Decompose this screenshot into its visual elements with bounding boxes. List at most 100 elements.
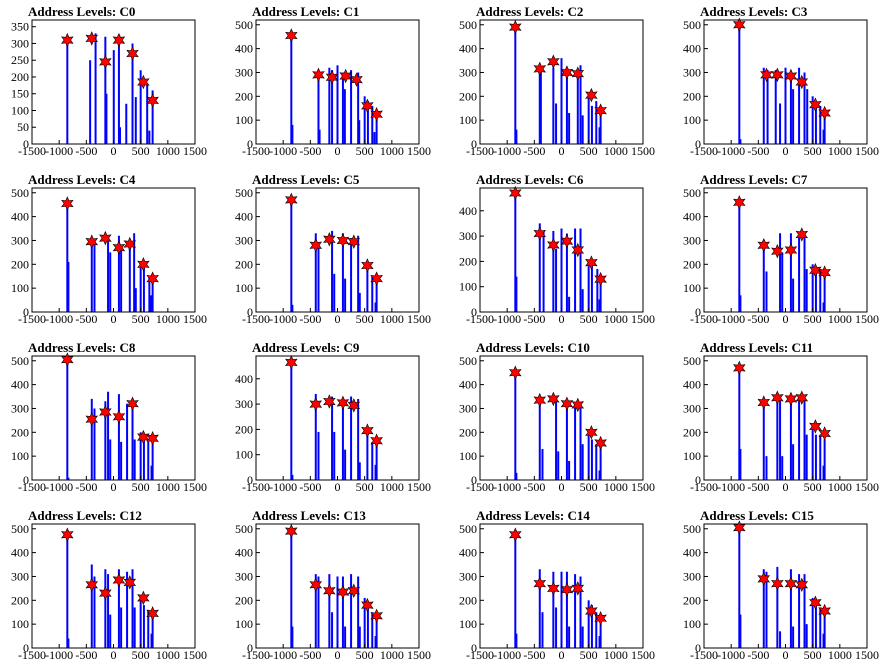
x-tick-label: 1500 xyxy=(407,312,431,326)
peak-star-marker xyxy=(560,65,574,80)
peak-star-marker xyxy=(347,234,361,249)
y-tick-label: 200 xyxy=(459,593,477,607)
y-tick-label: 400 xyxy=(683,210,701,224)
peak-star-marker xyxy=(818,603,831,619)
peak-star-marker xyxy=(547,581,560,596)
y-tick-label: 300 xyxy=(235,233,253,247)
y-tick-label: 100 xyxy=(683,449,701,463)
panel-title: Address Levels: C11 xyxy=(700,340,813,355)
y-tick-label: 500 xyxy=(683,522,701,536)
peak-star-marker xyxy=(347,398,361,413)
x-tick-label: 0 xyxy=(559,312,565,326)
peak-star-marker xyxy=(99,54,112,70)
panel-c14: Address Levels: C14 0 100 200 300 400 500 -1500… xyxy=(459,508,655,662)
peak-star-marker xyxy=(547,54,560,69)
peak-star-marker xyxy=(547,391,560,407)
x-tick-label: 1000 xyxy=(828,480,852,494)
y-tick-label: 300 xyxy=(11,401,29,415)
peak-star-marker xyxy=(571,242,585,258)
y-tick-label: 50 xyxy=(17,120,29,134)
y-tick-label: 400 xyxy=(683,378,701,392)
x-tick-label: 500 xyxy=(804,480,822,494)
panel-c7: Address Levels: C70100200300400500-1500-… xyxy=(683,172,879,326)
y-tick-label: 0 xyxy=(695,137,701,151)
peak-star-marker xyxy=(61,527,74,542)
x-tick-label: 1500 xyxy=(631,312,655,326)
peak-star-marker xyxy=(112,572,126,588)
y-tick-label: 0 xyxy=(247,137,253,151)
y-tick-label: 200 xyxy=(235,593,253,607)
y-tick-label: 500 xyxy=(459,354,477,368)
peak-star-marker xyxy=(323,394,336,409)
peak-star-marker xyxy=(757,395,771,410)
peak-star-marker xyxy=(99,230,112,246)
x-tick-label: -500 xyxy=(523,648,545,662)
x-tick-label: -1000 xyxy=(45,648,73,662)
x-tick-label: 500 xyxy=(580,480,598,494)
peak-star-marker xyxy=(309,396,323,412)
y-tick-label: 0 xyxy=(471,137,477,151)
peak-star-marker xyxy=(809,97,822,112)
y-tick-label: 200 xyxy=(459,89,477,103)
y-tick-label: 0 xyxy=(247,305,253,319)
y-tick-label: 100 xyxy=(11,449,29,463)
x-tick-label: 500 xyxy=(356,648,374,662)
peak-star-marker xyxy=(509,19,522,35)
panel-c6: Address Levels: C6 0 100 200 300 400 -1500 -100… xyxy=(459,172,655,326)
peak-star-marker xyxy=(771,576,784,591)
y-tick-label: 500 xyxy=(11,186,29,200)
plot-frame xyxy=(703,187,868,313)
peak-star-marker xyxy=(818,105,831,121)
peak-star-marker xyxy=(560,233,574,249)
peak-star-marker xyxy=(336,584,350,600)
x-tick-label: 0 xyxy=(111,648,117,662)
peak-star-marker xyxy=(137,429,150,445)
x-tick-label: 1500 xyxy=(631,144,655,158)
y-tick-label: 100 xyxy=(235,113,253,127)
y-tick-label: 200 xyxy=(683,89,701,103)
panel-c12: Address Levels: C12 0 100 200 300 400 500 -1500… xyxy=(11,508,207,662)
plot-frame xyxy=(31,523,196,649)
y-tick-label: 100 xyxy=(235,617,253,631)
peak-star-marker xyxy=(325,69,339,85)
peak-star-marker xyxy=(509,185,522,201)
x-tick-label: 0 xyxy=(111,480,117,494)
y-tick-label: 400 xyxy=(459,378,477,392)
peak-star-marker xyxy=(285,192,298,208)
x-tick-label: 500 xyxy=(132,312,150,326)
peak-star-marker xyxy=(809,263,822,278)
y-tick-label: 300 xyxy=(11,233,29,247)
y-tick-label: 400 xyxy=(235,372,253,386)
y-tick-label: 200 xyxy=(235,422,253,436)
y-tick-label: 0 xyxy=(23,305,29,319)
peak-star-marker xyxy=(809,419,822,434)
peak-star-marker xyxy=(533,226,547,241)
panel-c1: Address Levels: C10100200300400500-1500-… xyxy=(235,4,431,158)
x-tick-label: 500 xyxy=(580,312,598,326)
x-tick-label: -1500 xyxy=(466,648,494,662)
peak-star-marker xyxy=(784,391,798,407)
peak-star-marker xyxy=(818,426,831,441)
y-tick-label: 300 xyxy=(683,401,701,415)
x-tick-label: 1500 xyxy=(183,648,207,662)
peak-star-marker xyxy=(370,433,383,449)
y-tick-label: 100 xyxy=(459,449,477,463)
panel-title: Address Levels: C4 xyxy=(28,172,136,187)
x-tick-label: 1500 xyxy=(855,312,879,326)
peak-star-marker xyxy=(809,595,822,610)
peak-star-marker xyxy=(309,237,323,253)
x-tick-label: 0 xyxy=(111,312,117,326)
x-tick-label: -1000 xyxy=(269,312,297,326)
y-tick-label: 300 xyxy=(235,65,253,79)
panel-title: Address Levels: C13 xyxy=(252,508,366,523)
peak-star-marker xyxy=(123,575,137,590)
peak-star-marker xyxy=(285,28,298,43)
panel-c0: Address Levels: C0 0 50 100 150 200 250 300 350 -… xyxy=(11,4,207,158)
x-tick-label: -1000 xyxy=(493,648,521,662)
peak-star-marker xyxy=(509,527,522,542)
y-tick-label: 0 xyxy=(247,641,253,655)
x-tick-label: -1500 xyxy=(242,144,270,158)
y-tick-label: 400 xyxy=(683,546,701,560)
peak-star-marker xyxy=(323,583,336,599)
x-tick-label: 0 xyxy=(335,480,341,494)
